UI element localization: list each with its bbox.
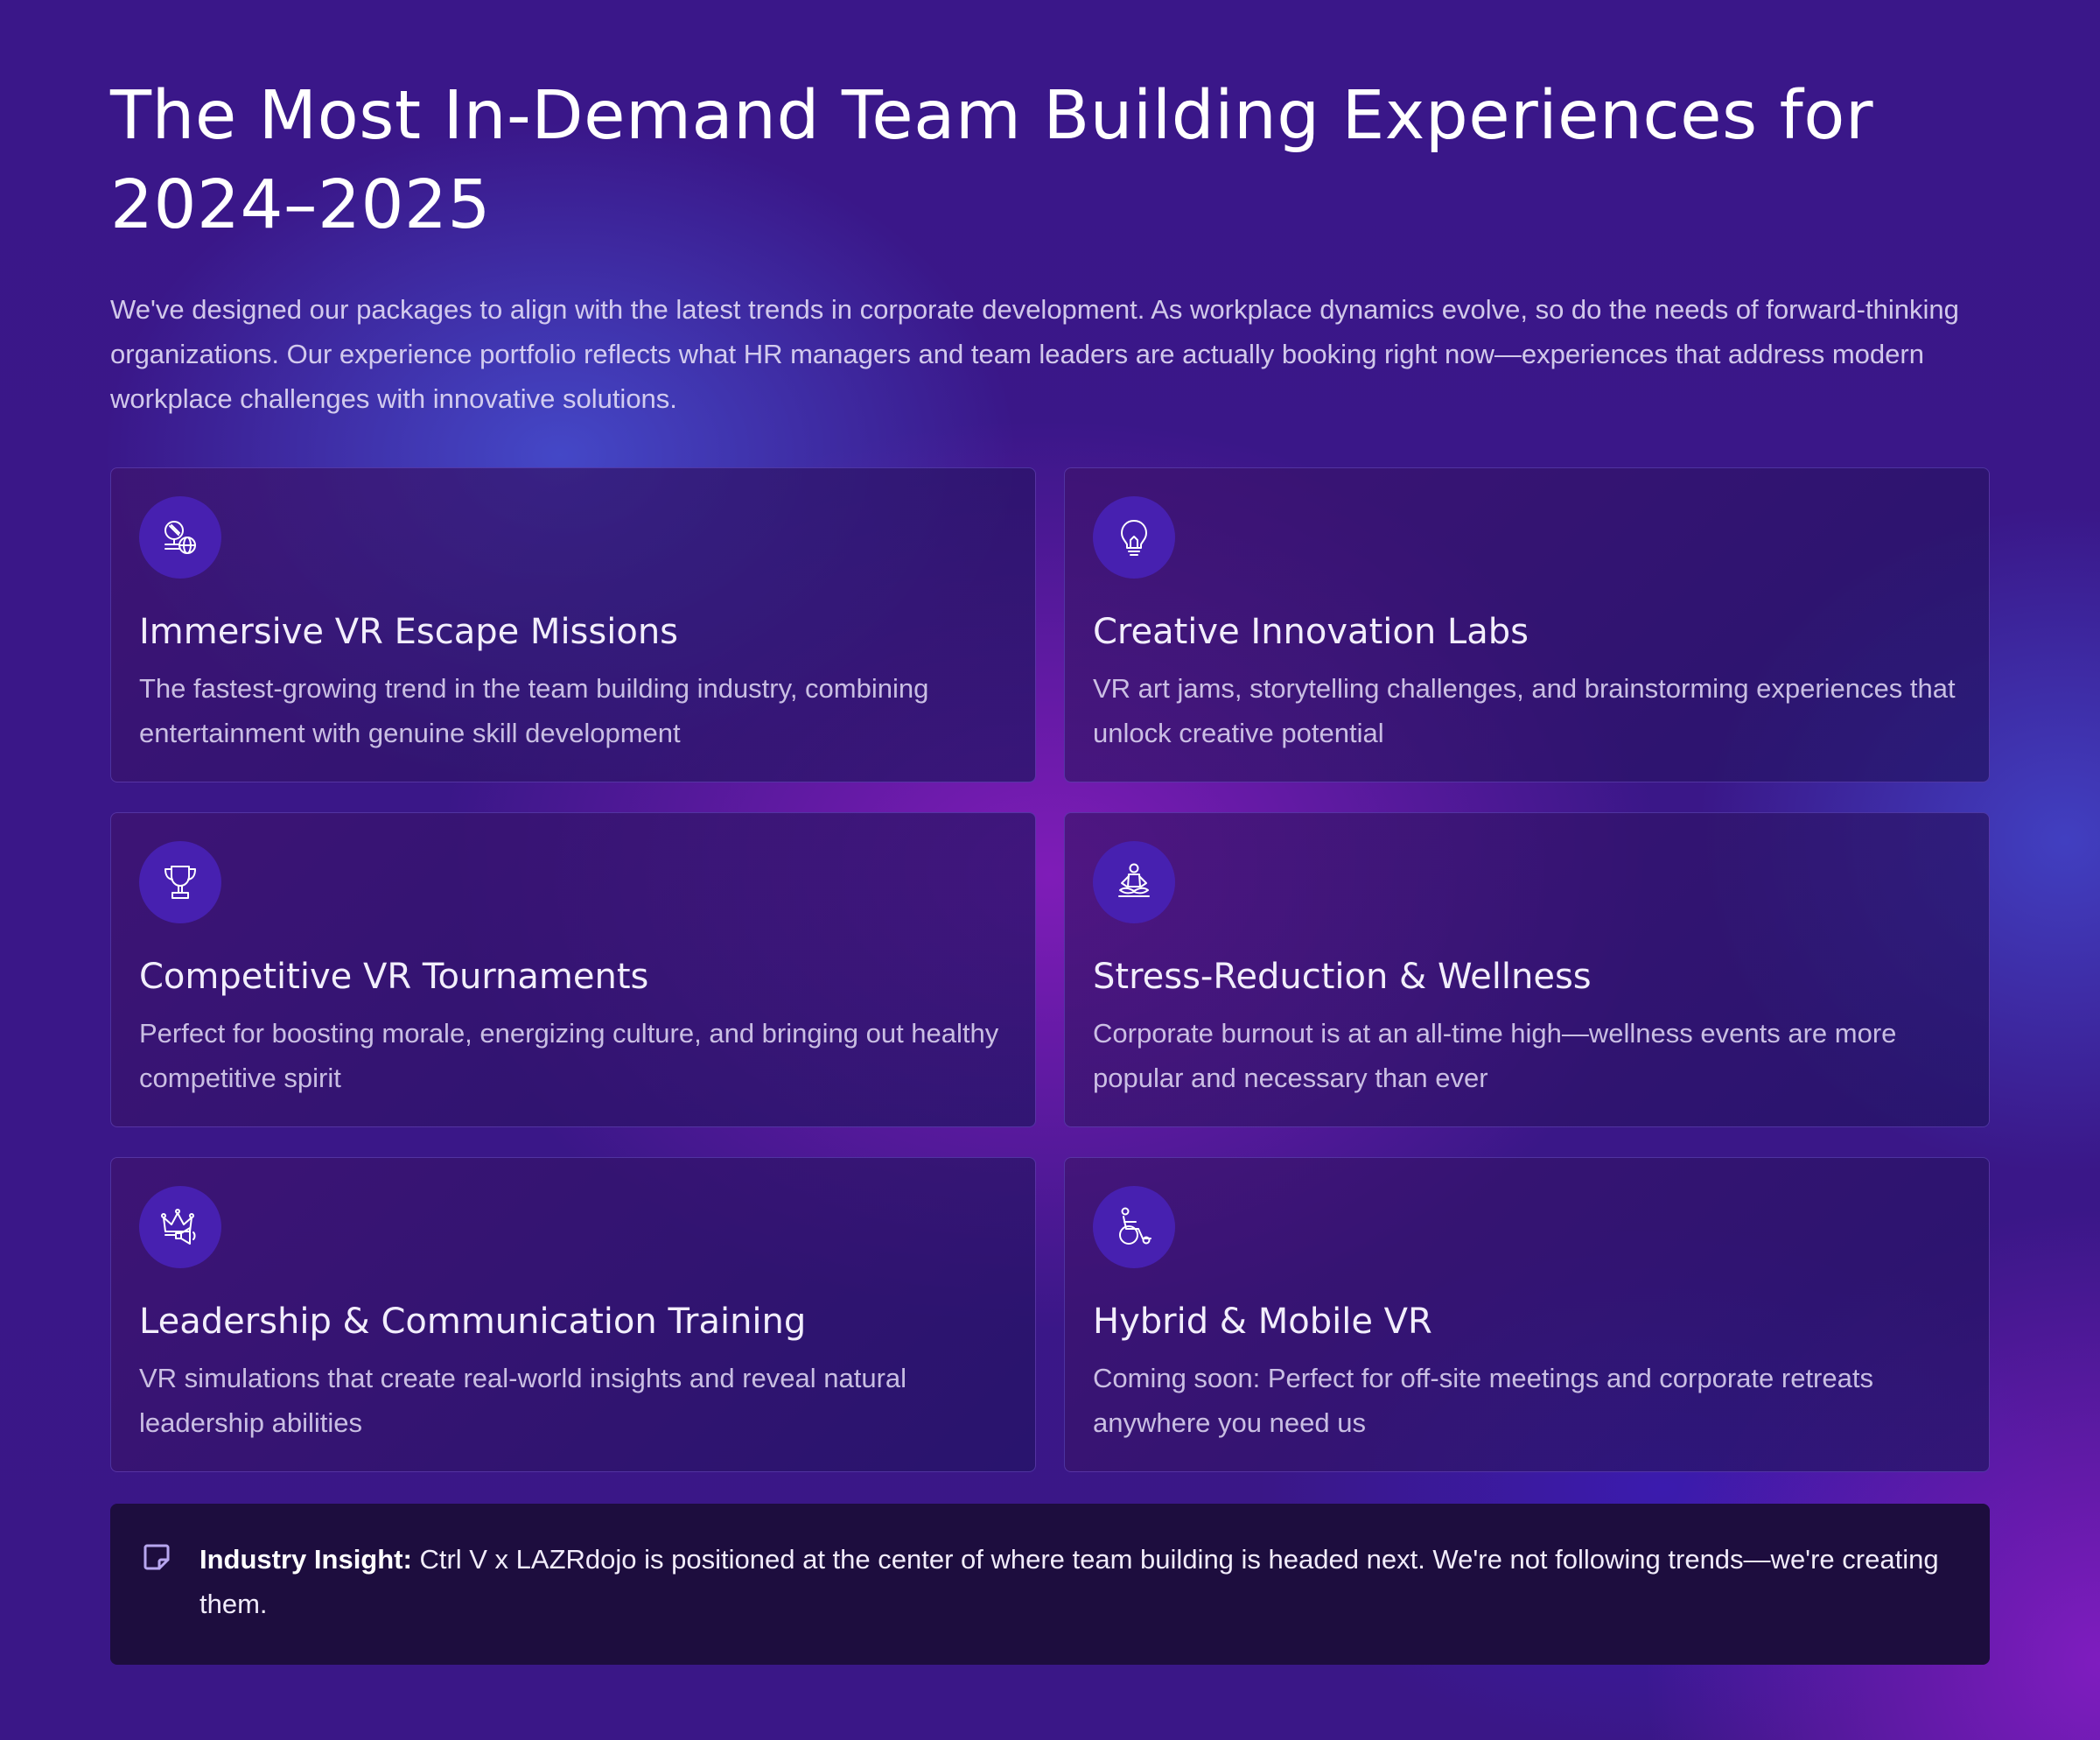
card-title: Creative Innovation Labs [1093,612,1529,652]
industry-insight-callout: Industry Insight: Ctrl V x LAZRdojo is p… [110,1504,1990,1665]
note-icon [144,1544,170,1570]
card-title: Leadership & Communication Training [139,1301,807,1342]
vr-globe-icon [139,496,221,579]
card-description: Perfect for boosting morale, energizing … [139,1018,999,1093]
card-creative-innovation-labs: Creative Innovation Labs VR art jams, st… [1064,467,1990,782]
card-title: Hybrid & Mobile VR [1093,1301,1432,1342]
card-competitive-vr-tournaments: Competitive VR Tournaments Perfect for b… [110,812,1036,1127]
page-title: The Most In-Demand Team Building Experie… [110,77,1874,244]
card-title: Competitive VR Tournaments [139,957,649,997]
card-hybrid-mobile-vr: Hybrid & Mobile VR Coming soon: Perfect … [1064,1157,1990,1472]
insight-text: Industry Insight: Ctrl V x LAZRdojo is p… [200,1537,1955,1626]
card-description: VR art jams, storytelling challenges, an… [1093,673,1956,748]
crown-megaphone-icon [139,1186,221,1268]
wheelchair-icon [1093,1186,1175,1268]
card-leadership-communication: Leadership & Communication Training VR s… [110,1157,1036,1472]
card-description: VR simulations that create real-world in… [139,1363,907,1438]
insight-label: Industry Insight: [200,1544,412,1575]
trophy-icon [139,841,221,923]
intro-paragraph: We've designed our packages to align wit… [110,294,1959,414]
card-description: The fastest-growing trend in the team bu… [139,673,929,748]
card-description: Corporate burnout is at an all-time high… [1093,1018,1897,1093]
insight-body: Ctrl V x LAZRdojo is positioned at the c… [200,1544,1939,1619]
meditation-icon [1093,841,1175,923]
card-description: Coming soon: Perfect for off-site meetin… [1093,1363,1873,1438]
experience-grid: Immersive VR Escape Missions The fastest… [110,467,1990,1472]
lightbulb-icon [1093,496,1175,579]
page: The Most In-Demand Team Building Experie… [110,0,1990,1665]
card-vr-escape-missions: Immersive VR Escape Missions The fastest… [110,467,1036,782]
card-title: Immersive VR Escape Missions [139,612,679,652]
card-stress-reduction-wellness: Stress-Reduction & Wellness Corporate bu… [1064,812,1990,1127]
card-title: Stress-Reduction & Wellness [1093,957,1592,997]
